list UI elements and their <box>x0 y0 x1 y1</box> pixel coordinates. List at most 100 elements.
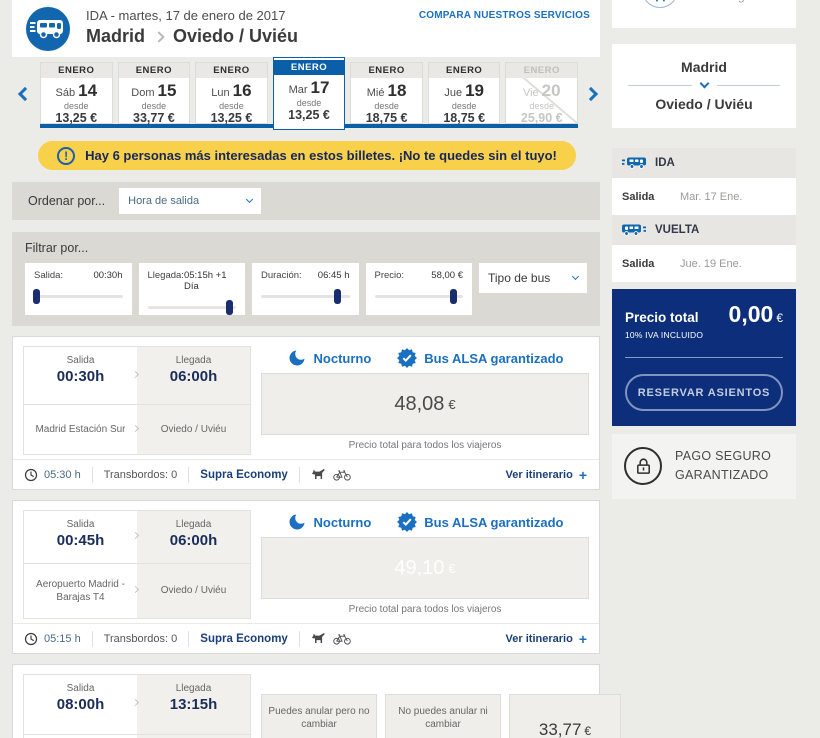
date-tab-lun-16[interactable]: ENERO Lun 16 desde 13,25 € <box>195 62 268 125</box>
date-tab-sab-14[interactable]: ENERO Sáb 14 desde 13,25 € <box>40 62 113 125</box>
date-tab-mie-18[interactable]: ENERO Mié 18 desde 18,75 € <box>350 62 423 125</box>
date-day: Dom 15 <box>119 81 190 101</box>
filter-salida-value: 00:30h <box>93 270 123 281</box>
total-price-panel: Precio total 0,00 € 10% IVA INCLUIDO RESE… <box>612 289 796 426</box>
date-price: 33,77 € <box>133 111 175 125</box>
date-desde: desde <box>529 101 555 111</box>
sort-select[interactable]: Hora de salida <box>119 188 262 214</box>
amenities <box>298 466 362 483</box>
view-itinerary-link[interactable]: Ver itinerario + <box>506 631 599 647</box>
precio-slider-handle[interactable] <box>450 289 458 304</box>
bus-type-select[interactable]: Tipo de bus <box>479 263 587 293</box>
salida-label: Salida <box>66 519 95 530</box>
result-card-1: Salida 00:30h Llegada 06:00h Madrid Estaci… <box>12 336 600 490</box>
date-desde: desde <box>374 101 399 111</box>
price-amount: 49,10 <box>394 556 445 579</box>
destination-station-text: Oviedo / Uviéu <box>160 424 227 435</box>
total-amount-currency: € <box>776 311 783 325</box>
outbound-salida-label: Salida <box>622 190 655 203</box>
total-amount-number: 0,00 <box>728 301 774 327</box>
reserve-seats-button[interactable]: RESERVAR ASIENTOS <box>625 374 783 411</box>
duracion-slider-track[interactable] <box>261 289 350 304</box>
moon-icon <box>289 350 305 366</box>
date-tab-dom-15[interactable]: ENERO Dom 15 desde 33,77 € <box>117 62 191 125</box>
date-day: Vie 20 <box>506 81 577 101</box>
llegada-label: Llegada <box>175 683 212 694</box>
date-number: 14 <box>78 81 98 100</box>
carousel-next-icon[interactable] <box>583 86 599 102</box>
compare-services-link[interactable]: COMPARA NUESTROS SERVICIOS <box>418 10 590 21</box>
filter-row: Salida: 00:30h Llegada: 05:15h +1 Día Dura… <box>25 263 587 315</box>
duration-item: 05:30 h <box>13 467 92 483</box>
free-seat-text: asiento gratis <box>696 0 767 3</box>
time-box: Salida 00:30h Llegada 06:00h Madrid Estaci… <box>23 346 251 455</box>
outbound-date: Mar. 17 Ene. <box>680 190 743 203</box>
date-weekday: Mar <box>288 84 308 96</box>
outbound-header: IDA <box>612 148 796 178</box>
filter-title: Filtrar por... <box>25 241 89 255</box>
transfers-text: Transbordos: 0 <box>91 630 189 647</box>
destination-station: Oviedo / Uviéu <box>137 733 250 738</box>
clock-icon <box>24 468 38 481</box>
fare-option-3[interactable]: 33,77 € <box>509 694 621 738</box>
urgency-banner: ! Hay 6 personas más interesadas en esto… <box>38 141 576 170</box>
return-header: VUELTA <box>612 215 796 245</box>
price-currency: € <box>584 724 592 738</box>
date-month: ENERO <box>273 60 345 75</box>
date-desde: desde <box>451 101 477 111</box>
result-footer: 05:30 h Transbordos: 0 Supra Economy Ver… <box>13 459 599 489</box>
badges-row: Nocturno Bus ALSA garantizado <box>261 510 589 534</box>
duration-text: 05:30 h <box>44 468 81 481</box>
date-day: Mar 17 <box>274 78 345 98</box>
exclamation-circle-icon: ! <box>57 146 76 165</box>
origin-station: Madrid Estación Sur <box>24 404 137 454</box>
salida-label: Salida <box>66 355 95 366</box>
date-month: ENERO <box>351 63 422 78</box>
fare-option-1[interactable]: Puedes anular pero no cambiar 18,75€ <box>261 694 377 738</box>
llegada-label: Llegada <box>175 519 212 530</box>
date-tab-mar-17-selected[interactable]: ENERO Mar 17 desde 13,25 € <box>272 57 346 130</box>
price-box[interactable]: 49,10 € <box>261 537 589 599</box>
date-month: ENERO <box>506 63 578 78</box>
duracion-slider-handle[interactable] <box>334 289 342 304</box>
return-date-row: Salida Jue. 19 Ene. <box>612 245 796 282</box>
itinerary-label: Ver itinerario <box>505 632 573 645</box>
date-day: Sáb 14 <box>41 81 112 101</box>
total-price-label: Precio total <box>625 310 699 325</box>
salida-slider-handle[interactable] <box>32 289 40 304</box>
filter-duracion-label: Duración: <box>261 270 302 281</box>
date-desde: desde <box>64 101 89 111</box>
date-carousel: ENERO Sáb 14 desde 13,25 € ENERO Dom 15 de… <box>12 57 600 133</box>
salida-slider-track[interactable] <box>32 289 123 304</box>
carousel-prev-icon[interactable] <box>17 86 33 102</box>
badge-check-icon <box>397 512 418 532</box>
badges-row: Nocturno Bus ALSA garantizado <box>261 346 589 370</box>
fare-option-2[interactable]: No puedes anular ni cambiar 22,00€ <box>385 694 501 738</box>
llegada-slider-handle[interactable] <box>225 300 233 315</box>
filter-duracion-value: 06:45 h <box>317 270 350 281</box>
bus-type-label: Tipo de bus <box>488 271 551 285</box>
filter-panel: Filtrar por... Salida: 00:30h Llegada: 05:… <box>12 232 600 326</box>
view-itinerary-link[interactable]: Ver itinerario + <box>506 467 599 483</box>
date-price: 13,25 € <box>55 111 98 125</box>
date-number: 16 <box>232 81 252 100</box>
precio-slider-track[interactable] <box>374 289 463 304</box>
chevron-down-icon <box>571 272 580 281</box>
date-tab-vie-20-disabled: ENERO Vie 20 desde 25,90 € <box>505 62 579 125</box>
date-price: 13,25 € <box>288 108 330 122</box>
date-tab-jue-19[interactable]: ENERO Jue 19 desde 18,75 € <box>427 62 501 125</box>
fare-price: 33,77 € <box>539 720 591 738</box>
bus-outbound-icon <box>622 157 646 169</box>
llegada-slider-track[interactable] <box>147 300 236 315</box>
sort-panel: Ordenar por... Hora de salida <box>12 182 600 220</box>
fare-options-row: Puedes anular pero no cambiar 18,75€ No … <box>261 694 621 738</box>
secure-line1: PAGO SEGURO <box>675 449 772 463</box>
price-box[interactable]: 48,08 € <box>261 373 589 435</box>
chevron-right-icon <box>131 370 140 378</box>
total-note: Precio total para todos los viajeros <box>348 440 502 451</box>
date-month: ENERO <box>41 63 112 78</box>
llegada-time: 13:15h <box>169 696 218 713</box>
results-list: Salida 00:30h Llegada 06:00h Madrid Estaci… <box>12 336 621 738</box>
sort-select-value: Hora de salida <box>128 195 200 207</box>
pets-allowed-icon <box>311 632 325 643</box>
